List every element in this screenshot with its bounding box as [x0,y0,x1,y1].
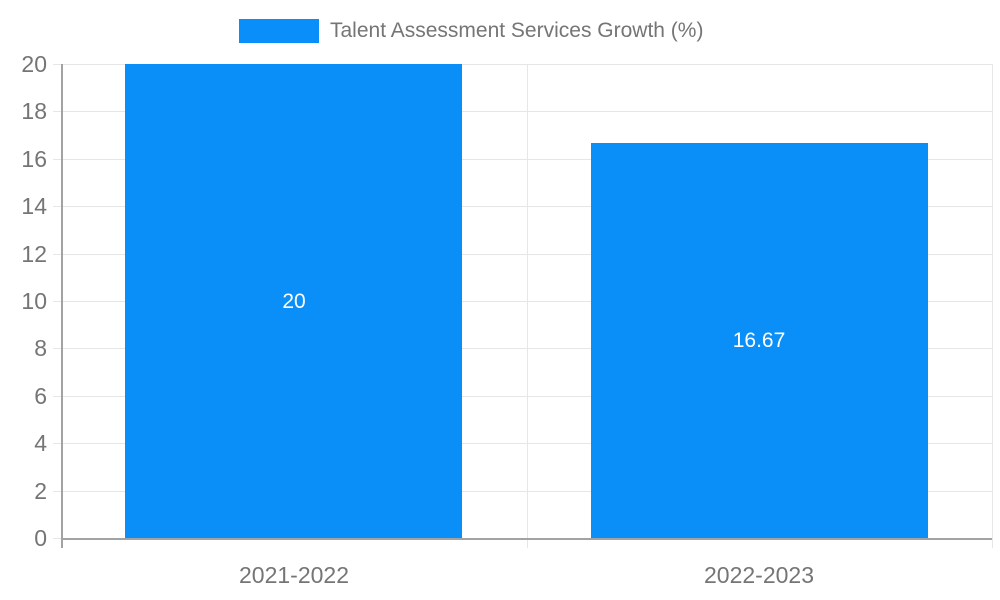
x-gridline [527,64,528,548]
legend-swatch-icon [239,19,319,43]
x-gridline [992,64,993,548]
y-tick-label: 16 [21,145,47,172]
y-gridline [53,443,992,445]
y-tick-label: 6 [34,382,47,409]
y-tick-label: 18 [21,98,47,125]
y-tick-label: 20 [21,51,47,77]
y-gridline [53,64,992,65]
x-tick-label: 2021-2022 [239,562,349,588]
y-gridline [53,111,992,113]
bar-value-label: 20 [282,290,306,313]
y-gridline [53,395,992,397]
x-tick-label: 2022-2023 [704,562,814,588]
legend-label: Talent Assessment Services Growth (%) [330,19,704,42]
bar[interactable] [591,142,928,538]
y-gridline [53,490,992,492]
y-gridline [53,348,992,350]
x-axis-line [61,538,992,540]
y-gridline [53,253,992,255]
y-gridline [53,206,992,208]
y-tick-label: 8 [34,335,47,362]
y-tick-label: 10 [21,288,47,314]
y-tick-label: 2 [34,477,47,504]
bar-value-label: 16.67 [732,329,786,352]
y-tick-label: 14 [21,193,47,220]
y-gridline [53,301,992,302]
y-tick-label: 12 [21,240,47,267]
y-tick-label: 4 [34,430,47,457]
y-axis-line [61,64,63,548]
y-gridline [53,158,992,160]
y-tick-label: 0 [34,525,47,551]
bar[interactable] [125,64,462,538]
